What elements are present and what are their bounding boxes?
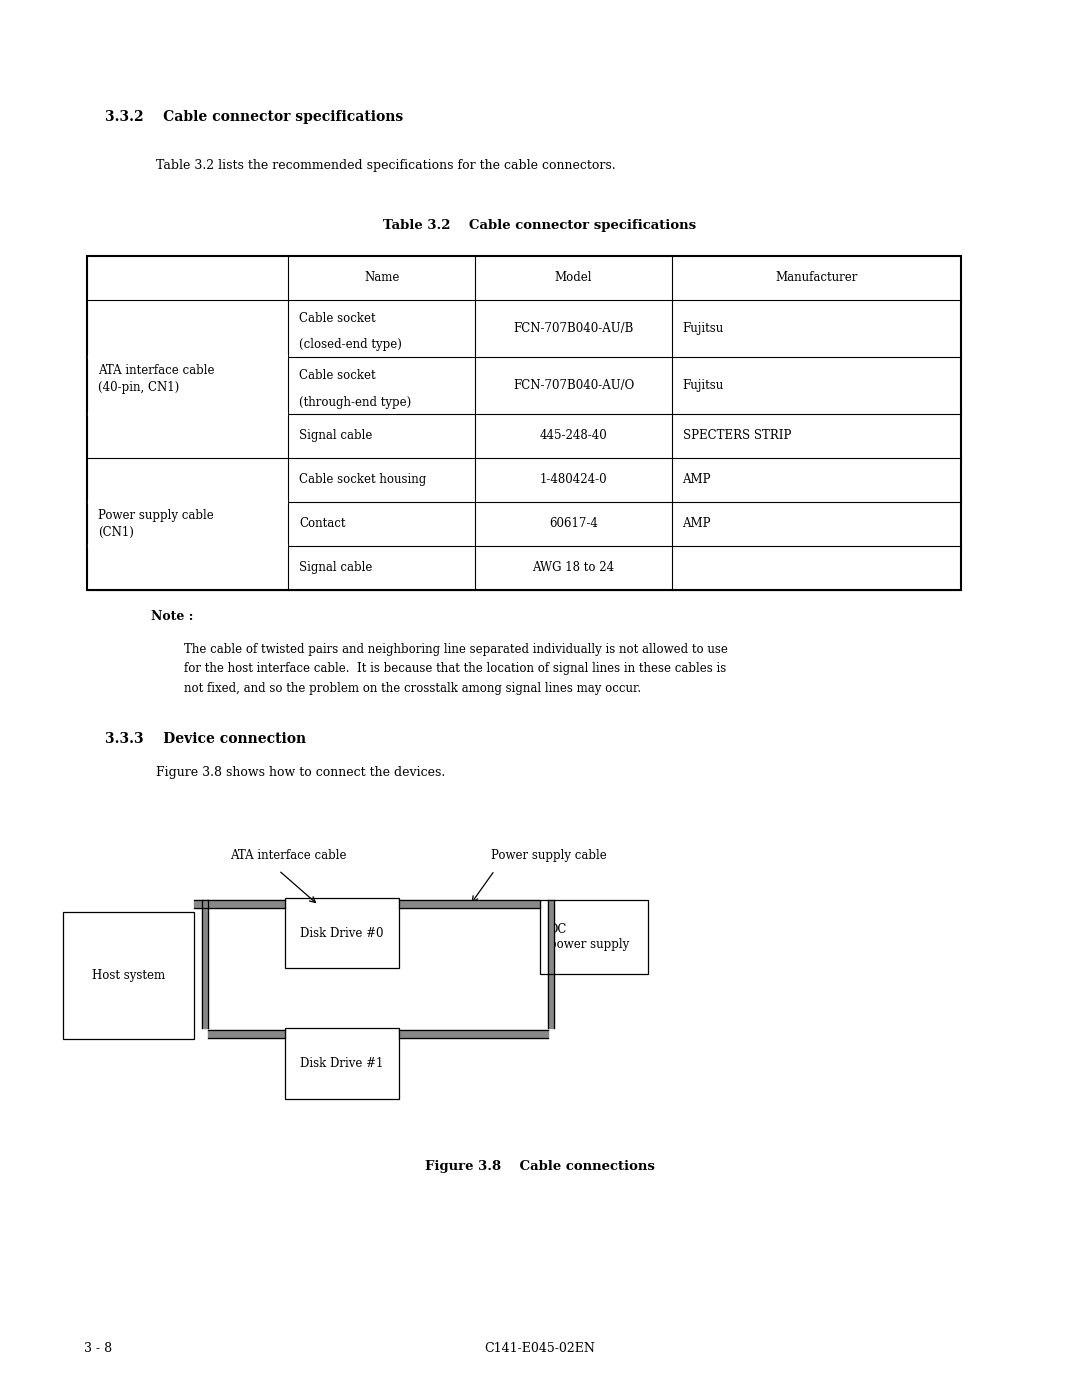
Text: C141-E045-02EN: C141-E045-02EN <box>485 1343 595 1355</box>
Text: 3.3.3    Device connection: 3.3.3 Device connection <box>105 732 306 746</box>
Bar <box>540 900 648 974</box>
Text: 1-480424-0: 1-480424-0 <box>540 474 607 486</box>
Bar <box>63 912 194 1039</box>
Text: (through-end type): (through-end type) <box>299 395 411 408</box>
Text: SPECTERS STRIP: SPECTERS STRIP <box>683 429 791 443</box>
Text: 3 - 8: 3 - 8 <box>84 1343 112 1355</box>
Text: Figure 3.8 shows how to connect the devices.: Figure 3.8 shows how to connect the devi… <box>156 766 445 778</box>
Text: Manufacturer: Manufacturer <box>775 271 858 284</box>
Text: (closed-end type): (closed-end type) <box>299 338 402 352</box>
Text: Table 3.2 lists the recommended specifications for the cable connectors.: Table 3.2 lists the recommended specific… <box>156 159 616 172</box>
Text: FCN-707B040-AU/B: FCN-707B040-AU/B <box>513 321 634 335</box>
Text: Note :: Note : <box>151 610 193 623</box>
Text: Cable socket: Cable socket <box>299 312 376 326</box>
Text: AMP: AMP <box>683 474 711 486</box>
Text: DC
power supply: DC power supply <box>549 922 629 951</box>
Text: Model: Model <box>555 271 592 284</box>
Text: Cable socket housing: Cable socket housing <box>299 474 427 486</box>
Text: ATA interface cable
(40-pin, CN1): ATA interface cable (40-pin, CN1) <box>98 363 215 394</box>
Text: Cable socket: Cable socket <box>299 369 376 381</box>
Text: Fujitsu: Fujitsu <box>683 321 724 335</box>
Bar <box>285 1028 399 1099</box>
Text: Table 3.2    Cable connector specifications: Table 3.2 Cable connector specifications <box>383 219 697 232</box>
Text: Disk Drive #1: Disk Drive #1 <box>300 1058 383 1070</box>
Text: ATA interface cable: ATA interface cable <box>230 849 347 862</box>
Text: Disk Drive #0: Disk Drive #0 <box>300 926 383 940</box>
Text: Contact: Contact <box>299 517 346 529</box>
Text: Name: Name <box>364 271 400 284</box>
Text: Signal cable: Signal cable <box>299 562 373 574</box>
Text: Power supply cable: Power supply cable <box>491 849 607 862</box>
Text: AWG 18 to 24: AWG 18 to 24 <box>532 562 615 574</box>
Text: Fujitsu: Fujitsu <box>683 379 724 391</box>
Text: Signal cable: Signal cable <box>299 429 373 443</box>
Text: 445-248-40: 445-248-40 <box>540 429 607 443</box>
Text: 3.3.2    Cable connector specifications: 3.3.2 Cable connector specifications <box>105 110 403 124</box>
Text: AMP: AMP <box>683 517 711 529</box>
Text: Power supply cable
(CN1): Power supply cable (CN1) <box>98 509 214 539</box>
Text: The cable of twisted pairs and neighboring line separated individually is not al: The cable of twisted pairs and neighbori… <box>184 643 728 694</box>
Text: 60617-4: 60617-4 <box>549 517 598 529</box>
Text: FCN-707B040-AU/O: FCN-707B040-AU/O <box>513 379 634 391</box>
Bar <box>285 898 399 968</box>
Text: Host system: Host system <box>92 970 165 982</box>
Text: Figure 3.8    Cable connections: Figure 3.8 Cable connections <box>426 1160 654 1172</box>
